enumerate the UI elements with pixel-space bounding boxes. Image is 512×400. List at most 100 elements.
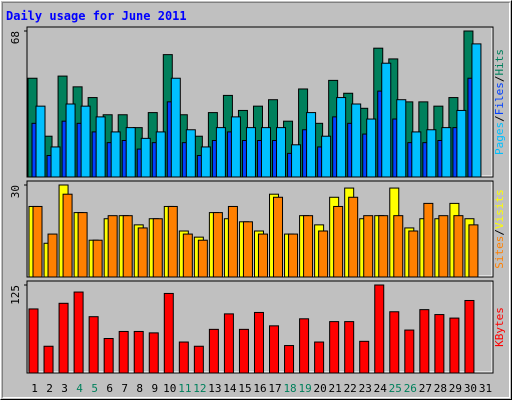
x-tick-label: 8	[136, 382, 143, 395]
bar	[167, 205, 178, 278]
bar	[329, 321, 340, 374]
legend-separator: /	[493, 115, 506, 122]
bar	[449, 317, 460, 374]
bar	[381, 62, 392, 178]
bar	[73, 291, 84, 374]
bar	[299, 318, 310, 374]
x-tick-label: 2	[46, 382, 53, 395]
x-tick-label: 7	[121, 382, 128, 395]
bar	[122, 215, 133, 278]
legend-separator: /	[493, 229, 506, 236]
bar	[423, 202, 434, 278]
bar	[321, 135, 332, 178]
legend-separator: /	[493, 76, 506, 83]
bar	[411, 131, 422, 178]
x-tick-label: 4	[76, 382, 83, 395]
bar	[65, 103, 76, 178]
x-tick-label: 21	[329, 382, 342, 395]
bar	[58, 302, 69, 374]
bar	[378, 215, 389, 278]
bar	[471, 43, 482, 178]
bar	[170, 77, 181, 178]
bar	[238, 328, 249, 374]
bar	[80, 105, 91, 178]
x-tick-label: 14	[223, 382, 237, 395]
x-tick-label: 27	[419, 382, 432, 395]
y-tick-label: 125	[9, 285, 22, 305]
x-tick-label: 15	[238, 382, 251, 395]
bar	[303, 215, 314, 278]
bar	[227, 205, 238, 278]
x-tick-label: 18	[283, 382, 296, 395]
x-tick-label: 31	[479, 382, 492, 395]
bar	[434, 314, 445, 374]
bar	[396, 99, 407, 178]
bar	[118, 330, 129, 374]
x-tick-label: 26	[404, 382, 417, 395]
y-tick-label: 30	[9, 185, 22, 198]
bar	[215, 127, 226, 178]
bar	[257, 233, 268, 278]
bar	[468, 224, 479, 278]
bar	[47, 233, 58, 278]
x-tick-label: 28	[434, 382, 447, 395]
bar	[333, 205, 344, 278]
legend: KBytes	[493, 307, 506, 347]
bar	[404, 329, 415, 374]
bar	[393, 215, 404, 278]
bar	[43, 345, 54, 374]
bar	[92, 239, 103, 278]
legend-entry: Hits	[493, 49, 506, 76]
bar	[208, 328, 219, 374]
x-tick-label: 20	[314, 382, 327, 395]
y-tick-label: 68	[9, 31, 22, 44]
bar	[223, 313, 234, 374]
bar	[28, 308, 39, 374]
bar	[363, 215, 374, 278]
bar	[212, 212, 223, 278]
bar	[88, 316, 99, 374]
bar	[344, 321, 355, 374]
bar	[95, 116, 106, 178]
bar	[359, 340, 370, 374]
bar	[50, 146, 61, 178]
bar	[152, 218, 163, 278]
x-tick-label: 6	[106, 382, 113, 395]
bar	[148, 332, 159, 374]
bar	[306, 112, 317, 178]
bar	[35, 105, 46, 178]
bar	[260, 127, 271, 178]
x-tick-label: 11	[178, 382, 191, 395]
x-tick-label: 19	[298, 382, 311, 395]
bar	[269, 325, 280, 374]
legend-entry: Pages	[493, 122, 506, 155]
bar	[273, 196, 284, 278]
bar	[441, 127, 452, 178]
bar	[288, 233, 299, 278]
x-tick-label: 30	[464, 382, 477, 395]
x-tick-label: 12	[193, 382, 206, 395]
legend: Sites/Visits	[493, 189, 506, 269]
bar	[107, 215, 118, 278]
legend-entry: Sites	[493, 236, 506, 269]
legend-entry: KBytes	[493, 307, 506, 347]
bar	[408, 230, 419, 278]
x-tick-label: 3	[61, 382, 68, 395]
x-tick-label: 17	[268, 382, 281, 395]
bar	[77, 212, 88, 278]
bar	[336, 97, 347, 178]
x-tick-label: 29	[449, 382, 462, 395]
x-tick-label: 5	[91, 382, 98, 395]
bar	[276, 127, 287, 178]
bar	[110, 131, 121, 178]
bar	[155, 131, 166, 178]
bar	[253, 311, 264, 374]
x-tick-label: 23	[359, 382, 372, 395]
bar	[32, 205, 43, 278]
x-tick-label: 16	[253, 382, 266, 395]
x-tick-label: 25	[389, 382, 402, 395]
bar	[140, 137, 151, 178]
bar	[464, 299, 475, 374]
